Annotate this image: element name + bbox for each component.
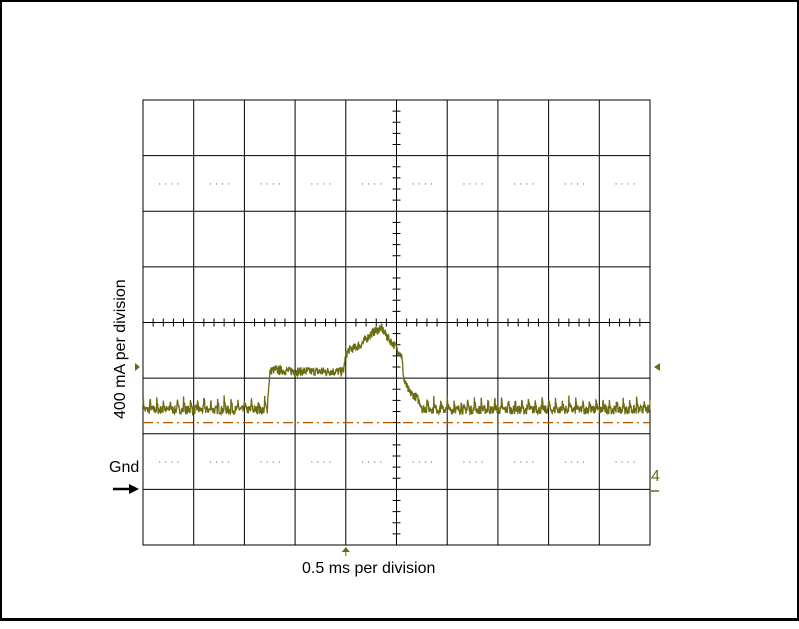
graticule-dot [368, 183, 370, 185]
graticule-dot [430, 461, 432, 463]
graticule-dot [317, 461, 319, 463]
graticule-dot [520, 461, 522, 463]
graticule-dot [165, 461, 167, 463]
graticule-dot [216, 183, 218, 185]
bottom-rule [0, 619, 799, 621]
y-axis-label: 400 mA per division [112, 279, 129, 419]
graticule-dot [621, 183, 623, 185]
graticule-dot [317, 183, 319, 185]
trigger-marker [341, 547, 350, 552]
graticule-dot [570, 461, 572, 463]
graticule-dot [278, 183, 280, 185]
graticule-dot [260, 461, 262, 463]
ground-label: Gnd [109, 459, 139, 476]
graticule-dot [266, 183, 268, 185]
graticule-dot [311, 461, 313, 463]
graticule-dot [228, 183, 230, 185]
graticule-dot [362, 461, 364, 463]
graticule-dot [272, 461, 274, 463]
graticule [142, 99, 651, 546]
graticule-dot [412, 461, 414, 463]
graticule-dot [368, 461, 370, 463]
graticule-dot [380, 183, 382, 185]
trace-line [142, 323, 651, 417]
graticule-dot [424, 461, 426, 463]
graticule-dot [615, 461, 617, 463]
right-level-marker [654, 363, 660, 371]
graticule-dot [583, 183, 585, 185]
graticule-dots [159, 183, 635, 463]
graticule-dot [627, 461, 629, 463]
graticule-dot [329, 461, 331, 463]
graticule-dot [171, 461, 173, 463]
graticule-dot [177, 461, 179, 463]
graticule-dot [463, 183, 465, 185]
graticule-dot [424, 183, 426, 185]
graticule-dot [633, 183, 635, 185]
level-markers [113, 363, 660, 556]
graticule-dot [430, 183, 432, 185]
graticule-dot [323, 183, 325, 185]
graticule-dot [412, 183, 414, 185]
trace-group [142, 323, 651, 417]
graticule-dot [278, 461, 280, 463]
left-level-marker [135, 363, 140, 371]
graticule-dot [165, 183, 167, 185]
graticule-dot [209, 183, 211, 185]
graticule-dot [576, 183, 578, 185]
graticule-dot [374, 461, 376, 463]
graticule-dot [380, 461, 382, 463]
graticule-dot [475, 461, 477, 463]
graticule-dot [633, 461, 635, 463]
graticule-dot [564, 461, 566, 463]
graticule-dot [418, 461, 420, 463]
graticule-dot [526, 183, 528, 185]
graticule-dot [362, 183, 364, 185]
graticule-dot [209, 461, 211, 463]
graticule-dot [228, 461, 230, 463]
graticule-dot [311, 183, 313, 185]
graticule-dot [418, 183, 420, 185]
graticule-dot [266, 461, 268, 463]
graticule-dot [171, 183, 173, 185]
graticule-dot [177, 183, 179, 185]
graticule-dot [469, 183, 471, 185]
graticule-dot [374, 183, 376, 185]
graticule-dot [615, 183, 617, 185]
channel-marker: 4 [651, 468, 660, 485]
graticule-dot [570, 183, 572, 185]
graticule-dot [323, 461, 325, 463]
graticule-dot [216, 461, 218, 463]
graticule-dot [520, 183, 522, 185]
graticule-dot [272, 183, 274, 185]
x-axis-label: 0.5 ms per division [302, 560, 435, 577]
graticule-dot [532, 461, 534, 463]
graticule-ticks [152, 110, 641, 535]
graticule-dot [576, 461, 578, 463]
graticule-dot [329, 183, 331, 185]
graticule-dot [260, 183, 262, 185]
graticule-dot [526, 461, 528, 463]
graticule-dot [583, 461, 585, 463]
graticule-dot [159, 461, 161, 463]
graticule-dot [469, 461, 471, 463]
ground-arrow-head [129, 484, 139, 494]
graticule-dot [514, 461, 516, 463]
graticule-dot [564, 183, 566, 185]
graticule-dot [463, 461, 465, 463]
graticule-dot [481, 183, 483, 185]
graticule-dot [159, 183, 161, 185]
graticule-dot [621, 461, 623, 463]
graticule-dot [222, 183, 224, 185]
graticule-dot [481, 461, 483, 463]
graticule-dot [222, 461, 224, 463]
graticule-dot [627, 183, 629, 185]
graticule-dot [514, 183, 516, 185]
graticule-dot [532, 183, 534, 185]
graticule-dot [475, 183, 477, 185]
